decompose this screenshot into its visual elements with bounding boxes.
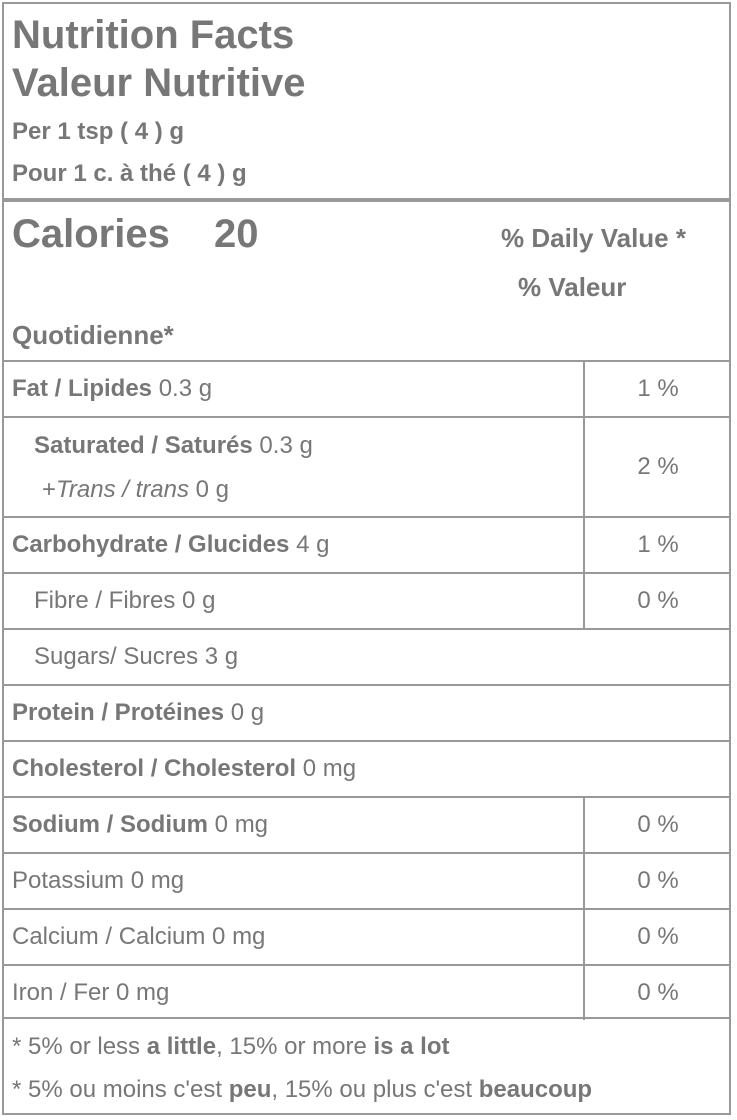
footnote-part: , 15% or more (216, 1033, 374, 1060)
trans-amount: 0 g (195, 476, 229, 503)
footnote-part: a little (146, 1033, 217, 1060)
daily-value-cell: 2 % (583, 418, 731, 516)
nutrient-row: Fibre / Fibres 0 g 0 % (4, 572, 729, 628)
serving-fr: Pour 1 c. à thé ( 4 ) g (12, 160, 247, 187)
nutrient-label: Protein / Protéines (12, 699, 225, 726)
nutrient-line: Fibre / Fibres 0 g (34, 586, 215, 616)
nutrient-row: Potassium 0 mg 0 % (4, 852, 729, 908)
daily-value-cell: 1 % (583, 362, 731, 416)
trans-prefix: + (42, 476, 57, 503)
daily-value-cell: 0 % (583, 854, 731, 908)
title-fr: Valeur Nutritive (12, 61, 306, 105)
nutrient-label: Sodium / Sodium (12, 811, 208, 838)
footnotes: * 5% or less a little, 15% or more is a … (4, 1017, 729, 1113)
daily-value-cell: 0 % (583, 798, 731, 852)
nutrient-amount: 0 mg (130, 867, 185, 894)
daily-value: 1 % (637, 375, 679, 402)
nutrient-row: Sodium / Sodium 0 mg 0 % (4, 796, 729, 852)
nutrient-label: Calcium / Calcium (12, 923, 206, 950)
nutrient-label: Carbohydrate / Glucides (12, 531, 290, 558)
nutrient-line: Cholesterol / Cholesterol 0 mg (12, 754, 356, 784)
nutrient-line: Carbohydrate / Glucides 4 g (12, 530, 329, 560)
nutrient-line: Potassium 0 mg (12, 866, 184, 896)
daily-value-heading: Quotidienne* (12, 320, 174, 350)
calories-value: 20 (214, 212, 259, 256)
nutrient-amount: 3 g (204, 643, 239, 670)
trans-line: +Trans / trans 0 g (42, 475, 229, 505)
nutrient-line: Sugars/ Sucres 3 g (34, 642, 238, 672)
daily-value-cell: 1 % (583, 518, 731, 572)
header: Nutrition Facts Valeur Nutritive Per 1 t… (4, 4, 729, 202)
daily-value-heading: % Valeur (518, 272, 627, 302)
footnote-part: peu (228, 1076, 272, 1103)
daily-value: 2 % (637, 453, 679, 480)
daily-value-cell: 0 % (583, 910, 731, 964)
nutrient-label: Sugars/ Sucres (34, 643, 199, 670)
nutrient-amount: 0 mg (214, 811, 269, 838)
nutrient-line: Sodium / Sodium 0 mg (12, 810, 268, 840)
nutrient-row: Sugars/ Sucres 3 g (4, 628, 729, 684)
nutrient-row: Fat / Lipides 0.3 g 1 % (4, 360, 729, 416)
nutrient-label: Saturated / Saturés (34, 432, 253, 459)
nutrient-amount: 0 mg (212, 923, 266, 950)
daily-value: 0 % (637, 979, 679, 1006)
footnote-part: is a lot (373, 1033, 450, 1060)
footnote-part: , 15% ou plus c'est (271, 1076, 479, 1103)
daily-value: 0 % (637, 811, 679, 838)
nutrient-row: Carbohydrate / Glucides 4 g 1 % (4, 516, 729, 572)
footnote: * 5% ou moins c'est peu, 15% ou plus c'e… (12, 1075, 592, 1105)
nutrient-label: Iron / Fer (12, 979, 110, 1006)
nutrient-amount: 0 g (182, 587, 216, 614)
daily-value-heading: % Daily Value * (501, 223, 686, 253)
daily-value: 0 % (637, 867, 679, 894)
nutrient-line: Iron / Fer 0 mg (12, 978, 169, 1008)
footnote-part: * 5% or less (12, 1033, 147, 1060)
nutrient-amount: 0.3 g (259, 432, 313, 459)
daily-value-cell: 0 % (583, 574, 731, 628)
nutrient-label: Fibre / Fibres (34, 587, 176, 614)
daily-value: 0 % (637, 923, 679, 950)
footnote-part: beaucoup (478, 1076, 593, 1103)
footnote-part: * 5% ou moins c'est (12, 1076, 229, 1103)
nutrient-amount: 0 g (230, 699, 265, 726)
nutrient-row: Saturated / Saturés 0.3 g +Trans / trans … (4, 416, 729, 516)
nutrient-line: Fat / Lipides 0.3 g (12, 374, 212, 404)
nutrient-row: Protein / Protéines 0 g (4, 684, 729, 740)
trans-label: Trans / trans (56, 476, 189, 503)
nutrient-row: Calcium / Calcium 0 mg 0 % (4, 908, 729, 964)
footnote: * 5% or less a little, 15% or more is a … (12, 1032, 450, 1062)
nutrient-line: Protein / Protéines 0 g (12, 698, 264, 728)
daily-value: 0 % (637, 587, 679, 614)
daily-value-cell: 0 % (583, 966, 731, 1020)
serving: Per 1 tsp ( 4 ) g (12, 118, 185, 145)
calories-label: Calories (12, 212, 170, 256)
nutrient-line: Saturated / Saturés 0.3 g (34, 431, 313, 461)
nutrient-label: Fat / Lipides (12, 375, 153, 402)
nutrient-amount: 0 mg (116, 979, 170, 1006)
nutrient-label: Cholesterol / Cholesterol (12, 755, 297, 782)
nutrient-amount: 0.3 g (158, 375, 213, 402)
nutrient-row: Iron / Fer 0 mg 0 % (4, 964, 729, 1020)
nutrient-line: Calcium / Calcium 0 mg (12, 922, 265, 952)
daily-value: 1 % (637, 531, 679, 558)
nutrient-row: Cholesterol / Cholesterol 0 mg (4, 740, 729, 796)
nutrient-amount: 4 g (296, 531, 330, 558)
nutrient-label: Potassium (12, 867, 125, 894)
nutrient-amount: 0 mg (302, 755, 357, 782)
title: Nutrition Facts (12, 13, 295, 57)
